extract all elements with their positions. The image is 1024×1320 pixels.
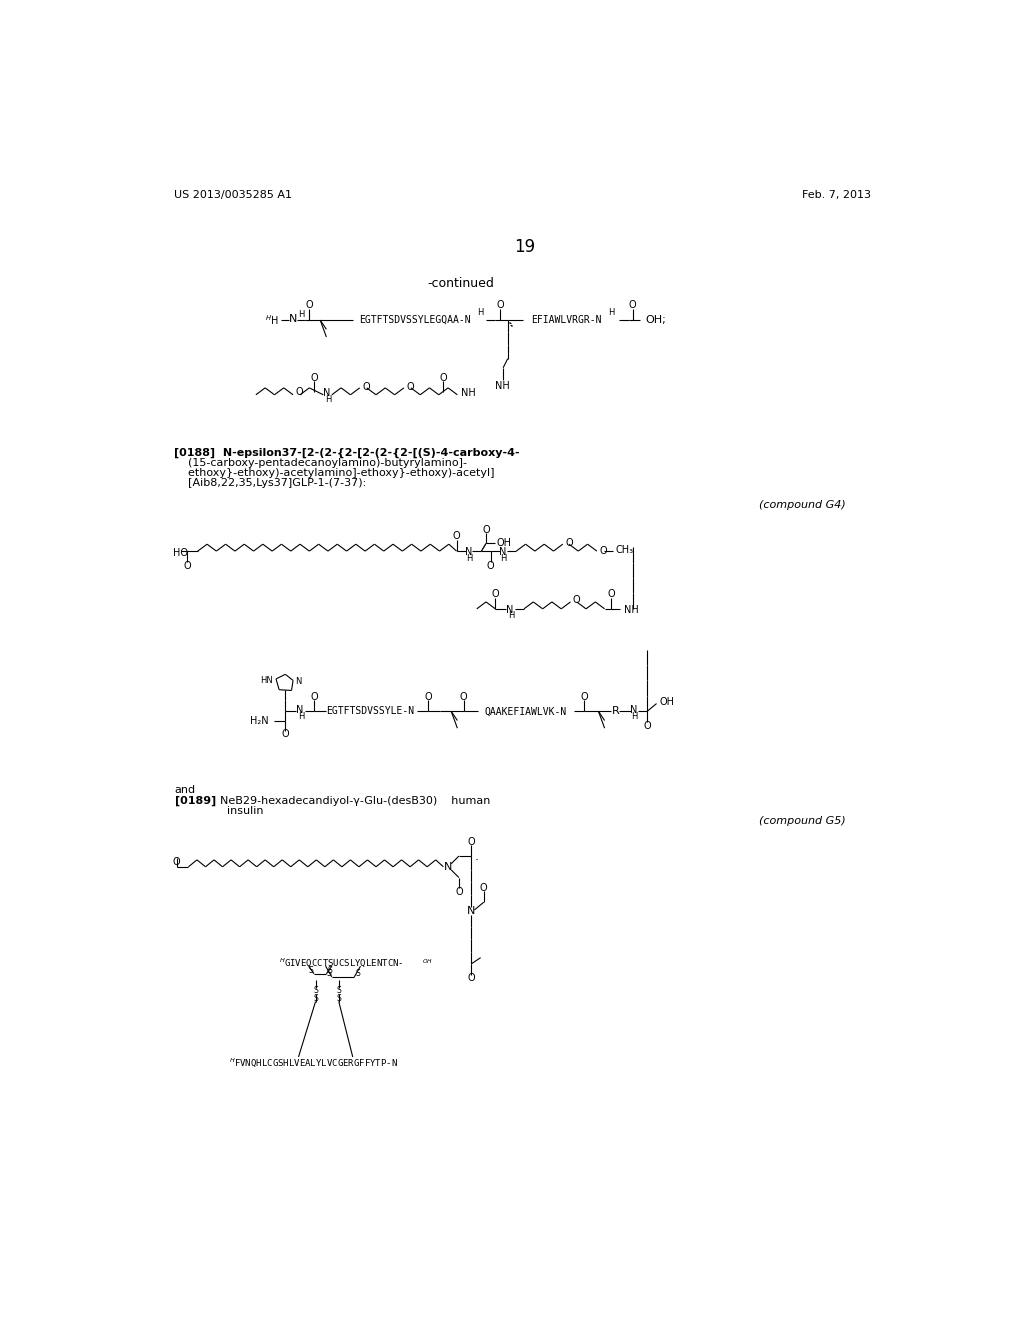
Text: N: N [289, 314, 297, 325]
Text: HN: HN [260, 676, 273, 685]
Text: R: R [611, 706, 620, 717]
Text: O: O [460, 692, 467, 702]
Text: O: O [183, 561, 190, 570]
Text: EGTFTSDVSSYLEGQAA-N: EGTFTSDVSSYLEGQAA-N [359, 315, 471, 325]
Text: 19: 19 [514, 238, 536, 256]
Text: H₂N: H₂N [250, 715, 268, 726]
Text: NeB29-hexadecandiyol-γ-Glu-(desB30)    human: NeB29-hexadecandiyol-γ-Glu-(desB30) huma… [213, 796, 490, 807]
Text: HO: HO [173, 548, 188, 557]
Text: $^{H}$GIVEQCCTSUCSLYQLENTCN-: $^{H}$GIVEQCCTSUCSLYQLENTCN- [280, 957, 403, 969]
Text: H: H [325, 395, 331, 404]
Text: (compound G4): (compound G4) [759, 500, 846, 510]
Text: CH₃: CH₃ [615, 545, 634, 556]
Text: N: N [500, 546, 507, 557]
Text: S: S [327, 969, 331, 978]
Text: O: O [424, 692, 432, 702]
Text: [Aib8,22,35,Lys37]GLP-1-(7-37):: [Aib8,22,35,Lys37]GLP-1-(7-37): [174, 478, 367, 488]
Text: QAAKEFIAWLVK-N: QAAKEFIAWLVK-N [484, 706, 566, 717]
Text: H: H [508, 611, 514, 620]
Text: NH: NH [495, 381, 510, 391]
Text: O: O [295, 387, 303, 397]
Text: N: N [324, 388, 331, 399]
Text: S: S [313, 994, 317, 1003]
Text: O: O [468, 837, 475, 847]
Text: O: O [310, 692, 317, 702]
Text: N: N [507, 605, 514, 615]
Text: O: O [629, 301, 636, 310]
Text: OH;: OH; [646, 315, 667, 325]
Text: O: O [581, 692, 588, 702]
Text: O: O [565, 539, 572, 548]
Text: S: S [337, 994, 341, 1003]
Text: H: H [298, 713, 304, 721]
Text: O: O [643, 721, 651, 731]
Text: Feb. 7, 2013: Feb. 7, 2013 [802, 190, 871, 201]
Text: (compound G5): (compound G5) [759, 816, 846, 825]
Text: O: O [362, 381, 370, 392]
Text: ethoxy}-ethoxy)-acetylamino]-ethoxy}-ethoxy)-acetyl]: ethoxy}-ethoxy)-acetylamino]-ethoxy}-eth… [174, 469, 495, 478]
Text: O: O [497, 301, 504, 310]
Text: O: O [492, 589, 499, 599]
Text: O: O [407, 381, 414, 392]
Text: -continued: -continued [428, 277, 495, 290]
Text: (15-carboxy-pentadecanoylamino)-butyrylamino]-: (15-carboxy-pentadecanoylamino)-butyryla… [174, 458, 468, 469]
Text: US 2013/0035285 A1: US 2013/0035285 A1 [174, 190, 293, 201]
Text: O: O [486, 561, 495, 570]
Text: O: O [439, 372, 447, 383]
Text: NH: NH [461, 388, 476, 399]
Text: .: . [474, 850, 478, 862]
Text: S: S [337, 986, 341, 995]
Text: H: H [631, 713, 637, 721]
Text: O: O [600, 546, 607, 556]
Text: and: and [174, 785, 196, 795]
Text: N: N [465, 546, 473, 557]
Text: EFIAWLVRGR-N: EFIAWLVRGR-N [530, 315, 601, 325]
Text: N: N [295, 677, 301, 686]
Text: H: H [500, 553, 506, 562]
Text: S: S [308, 966, 313, 975]
Text: O: O [572, 595, 581, 606]
Text: [0188]  N-epsilon37-[2-(2-{2-[2-(2-{2-[(S)-4-carboxy-4-: [0188] N-epsilon37-[2-(2-{2-[2-(2-{2-[(S… [174, 449, 520, 458]
Text: H: H [298, 310, 305, 319]
Text: O: O [173, 857, 180, 867]
Text: $^{OH}$: $^{OH}$ [423, 958, 433, 968]
Text: S: S [313, 986, 317, 995]
Text: H: H [608, 308, 614, 317]
Text: O: O [305, 301, 313, 310]
Text: NH: NH [624, 605, 639, 615]
Text: EGTFTSDVSSYLE-N: EGTFTSDVSSYLE-N [327, 706, 415, 717]
Text: O: O [310, 372, 317, 383]
Text: N: N [296, 705, 304, 715]
Text: S: S [355, 969, 359, 978]
Text: N: N [467, 907, 475, 916]
Text: OH: OH [497, 539, 512, 548]
Text: $^{H}$FVNQHLCGSHLVEALYLVCGERGFFYTP-N: $^{H}$FVNQHLCGSHLVEALYLVCGERGFFYTP-N [228, 1057, 397, 1069]
Text: O: O [468, 973, 475, 982]
Text: H: H [477, 308, 483, 317]
Text: O: O [453, 532, 461, 541]
Text: O: O [607, 589, 614, 599]
Text: insulin: insulin [213, 807, 264, 816]
Text: O: O [282, 730, 289, 739]
Text: O: O [480, 883, 487, 894]
Text: [0189]: [0189] [174, 796, 216, 807]
Text: N: N [443, 862, 453, 871]
Text: O: O [482, 524, 489, 535]
Text: $^{H}$H: $^{H}$H [265, 313, 280, 327]
Text: OH: OH [659, 697, 675, 708]
Text: O: O [455, 887, 463, 898]
Text: S: S [327, 966, 332, 975]
Text: H: H [466, 553, 472, 562]
Text: N: N [630, 705, 637, 715]
